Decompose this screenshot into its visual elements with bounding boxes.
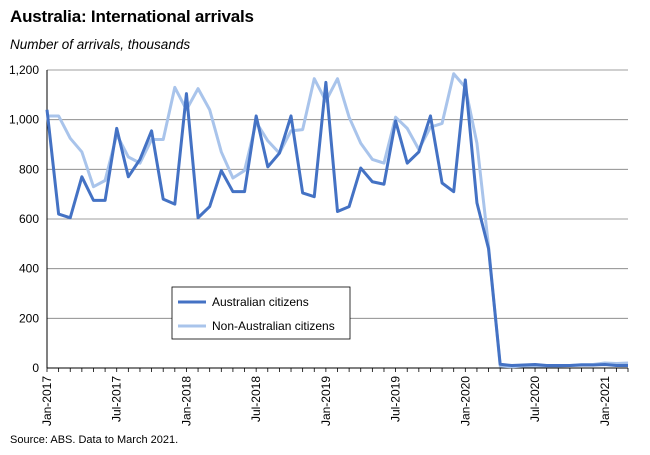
y-tick-label: 1,000 [9,113,39,127]
y-tick-label: 600 [19,212,39,226]
y-tick-label: 400 [19,262,39,276]
x-tick-label: Jul-2020 [528,376,542,422]
y-tick-label: 0 [32,361,39,375]
legend-label: Non-Australian citizens [212,319,335,333]
legend-label: Australian citizens [212,295,309,309]
x-tick-label: Jan-2019 [319,376,333,426]
legend-box [171,286,351,340]
x-tick-label: Jan-2017 [40,376,54,426]
x-tick-label: Jul-2019 [389,376,403,422]
source-note: Source: ABS. Data to March 2021. [10,434,179,446]
y-tick-label: 800 [19,162,39,176]
chart-title: Australia: International arrivals [10,7,254,26]
x-tick-label: Jul-2018 [249,376,263,422]
x-tick-label: Jan-2018 [179,376,193,426]
x-tick-label: Jul-2017 [110,376,124,422]
series-australian-citizens-line [45,78,628,368]
y-tick-label: 1,200 [9,63,39,77]
chart-subtitle: Number of arrivals, thousands [10,37,191,52]
x-tick-label: Jan-2021 [598,376,612,426]
x-tick-label: Jan-2020 [458,376,472,426]
y-tick-label: 200 [19,311,39,325]
